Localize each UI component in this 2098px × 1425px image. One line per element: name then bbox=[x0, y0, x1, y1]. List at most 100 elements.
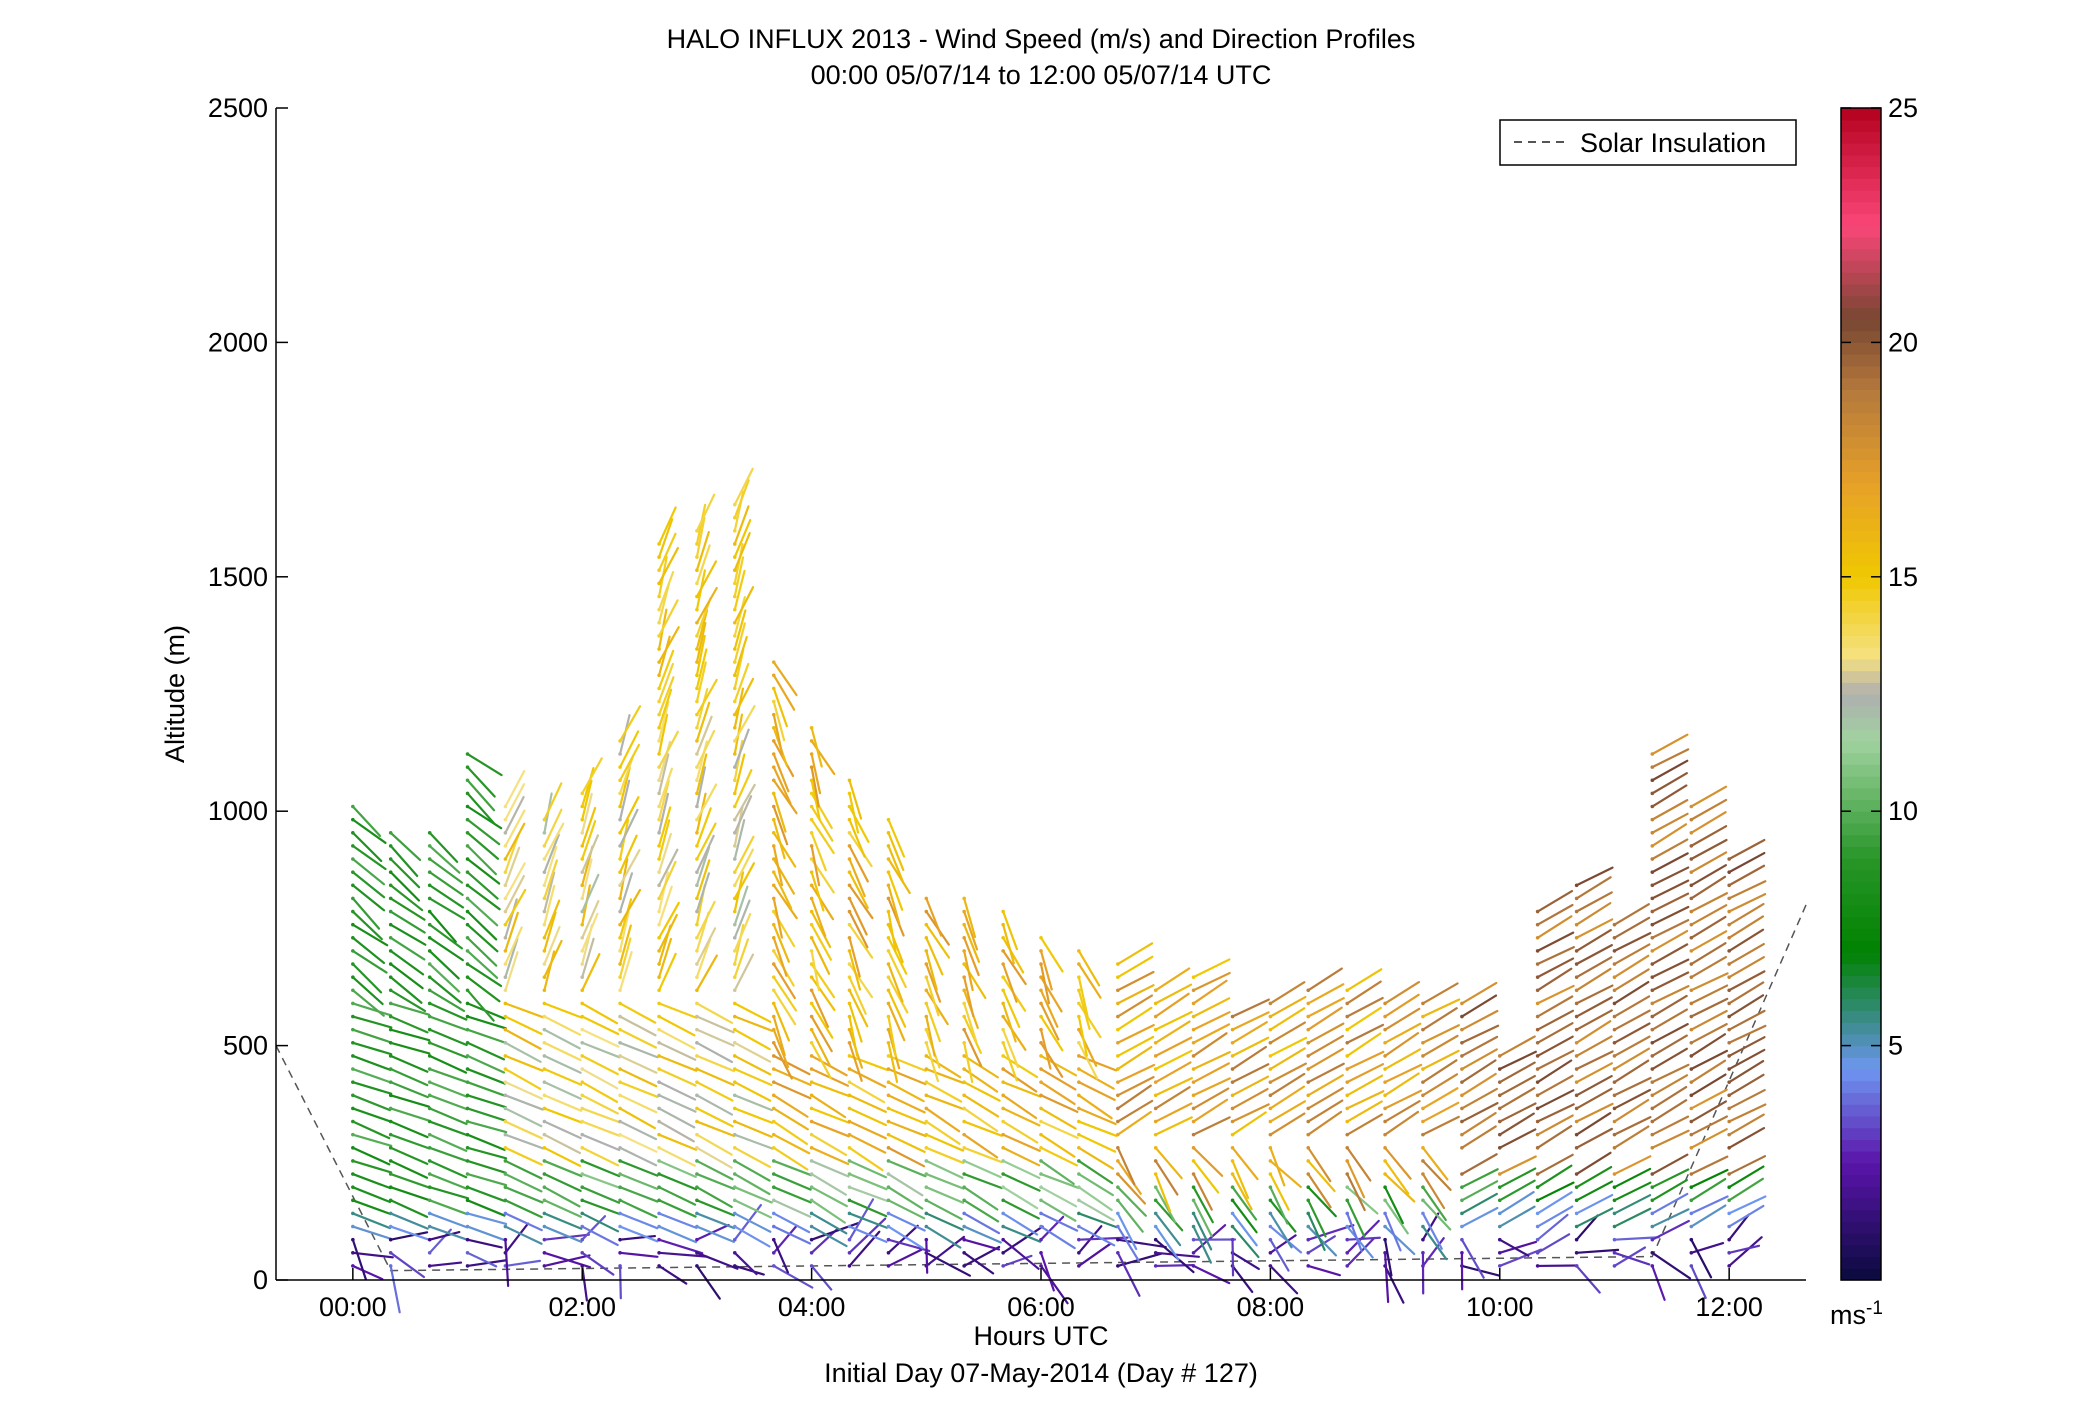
wind-barb bbox=[772, 1238, 789, 1274]
wind-barb bbox=[389, 1133, 430, 1150]
wind-barb bbox=[543, 1233, 591, 1241]
colorbar-segment bbox=[1841, 213, 1881, 226]
wind-barb bbox=[1116, 1063, 1156, 1084]
wind-barb-origin bbox=[847, 1093, 852, 1098]
wind-barb-origin bbox=[924, 1001, 929, 1006]
wind-barb-origin bbox=[1191, 1054, 1196, 1058]
wind-barb bbox=[389, 1199, 429, 1219]
wind-barb-origin bbox=[1306, 1198, 1311, 1203]
wind-barb-origin bbox=[809, 1080, 814, 1084]
wind-barb-origin bbox=[732, 581, 737, 586]
wind-barb bbox=[1154, 1049, 1193, 1071]
colorbar-segment bbox=[1841, 1209, 1881, 1222]
colorbar-segment bbox=[1841, 529, 1881, 543]
solar-insulation-layer bbox=[275, 904, 1807, 1272]
wind-barb bbox=[1077, 1107, 1117, 1126]
wind-barb-origin bbox=[1535, 1001, 1540, 1006]
wind-barb bbox=[695, 1225, 735, 1244]
wind-barb bbox=[887, 976, 909, 1014]
wind-barb bbox=[1728, 880, 1767, 900]
wind-barb-origin bbox=[1612, 1172, 1617, 1176]
wind-barb bbox=[733, 885, 749, 926]
wind-barb-origin bbox=[503, 857, 508, 861]
wind-barb-origin bbox=[1535, 1185, 1540, 1189]
wind-barb bbox=[657, 860, 677, 900]
wind-barb-origin bbox=[618, 752, 622, 756]
wind-barb-origin bbox=[924, 975, 929, 979]
wind-barb-origin bbox=[465, 857, 470, 861]
wind-barb bbox=[581, 1146, 620, 1167]
wind-barb-origin bbox=[1191, 1251, 1196, 1255]
wind-barb bbox=[1651, 1034, 1688, 1058]
wind-barb bbox=[1383, 1186, 1404, 1225]
wind-barb-origin bbox=[1383, 1185, 1387, 1189]
wind-barb bbox=[1077, 949, 1101, 987]
wind-barb-origin bbox=[1306, 1224, 1311, 1229]
wind-barb-origin bbox=[1535, 1132, 1540, 1137]
wind-barb bbox=[1575, 1087, 1613, 1110]
wind-barb-origin bbox=[1650, 870, 1655, 874]
wind-barb bbox=[810, 989, 830, 1028]
wind-barb bbox=[848, 976, 867, 1015]
wind-barb-origin bbox=[1001, 1145, 1005, 1150]
wind-barb bbox=[848, 989, 869, 1028]
wind-barb-origin bbox=[1535, 1027, 1540, 1032]
wind-barb bbox=[1346, 1212, 1363, 1252]
wind-barb-origin bbox=[1001, 1264, 1005, 1268]
wind-barb-origin bbox=[427, 870, 432, 874]
wind-barb-origin bbox=[388, 1237, 393, 1242]
wind-barb-origin bbox=[1345, 1080, 1350, 1084]
wind-barb-origin bbox=[771, 962, 776, 966]
wind-barb-origin bbox=[542, 1093, 547, 1098]
wind-barb bbox=[848, 962, 874, 999]
wind-barb bbox=[772, 818, 786, 860]
colorbar-segment bbox=[1841, 1162, 1881, 1176]
wind-barb-origin bbox=[618, 739, 622, 743]
wind-barb bbox=[1002, 1186, 1039, 1210]
wind-barb-origin bbox=[1535, 1198, 1540, 1203]
wind-barb-origin bbox=[1650, 1093, 1655, 1098]
wind-barb-origin bbox=[695, 830, 699, 835]
wind-barb-origin bbox=[1153, 1237, 1158, 1242]
wind-barb bbox=[1421, 1024, 1460, 1044]
wind-barb-origin bbox=[580, 988, 585, 993]
wind-barb bbox=[466, 1186, 507, 1203]
wind-barb bbox=[1192, 1172, 1213, 1211]
wind-barb-origin bbox=[1689, 988, 1694, 993]
wind-barb bbox=[581, 873, 600, 913]
wind-barb bbox=[1346, 1186, 1379, 1215]
wind-barb-origin bbox=[847, 922, 852, 927]
wind-barb bbox=[1002, 1225, 1044, 1254]
wind-barb bbox=[657, 885, 673, 926]
wind-barb bbox=[848, 1094, 887, 1113]
wind-barb-origin bbox=[732, 515, 737, 520]
wind-barb-origin bbox=[580, 1159, 585, 1163]
wind-barb bbox=[1039, 962, 1051, 1005]
wind-barb-origin bbox=[1727, 896, 1731, 901]
wind-barb bbox=[1421, 1172, 1446, 1210]
wind-barb bbox=[428, 1172, 468, 1190]
wind-barb-origin bbox=[695, 568, 699, 573]
wind-barb-origin bbox=[732, 949, 737, 953]
wind-barb-origin bbox=[771, 988, 776, 993]
wind-barb-origin bbox=[1153, 1211, 1158, 1216]
wind-barb-origin bbox=[1421, 1185, 1425, 1189]
wind-barb bbox=[543, 899, 561, 939]
wind-barb bbox=[1575, 1214, 1599, 1241]
wind-barb-origin bbox=[771, 896, 776, 901]
wind-barb-origin bbox=[657, 581, 661, 586]
wind-barb-origin bbox=[809, 935, 814, 940]
wind-barb-origin bbox=[388, 870, 393, 874]
wind-barb bbox=[1307, 967, 1343, 992]
wind-barb-origin bbox=[1727, 883, 1731, 888]
wind-barb bbox=[618, 766, 631, 808]
wind-barb bbox=[810, 1015, 833, 1053]
wind-barb bbox=[466, 1054, 506, 1074]
wind-barb-origin bbox=[465, 765, 470, 769]
wind-barb bbox=[351, 1133, 393, 1147]
colorbar-segment bbox=[1841, 799, 1881, 812]
wind-barb bbox=[1116, 984, 1155, 1005]
wind-barb bbox=[1690, 1128, 1728, 1149]
wind-barb-origin bbox=[542, 1251, 547, 1255]
